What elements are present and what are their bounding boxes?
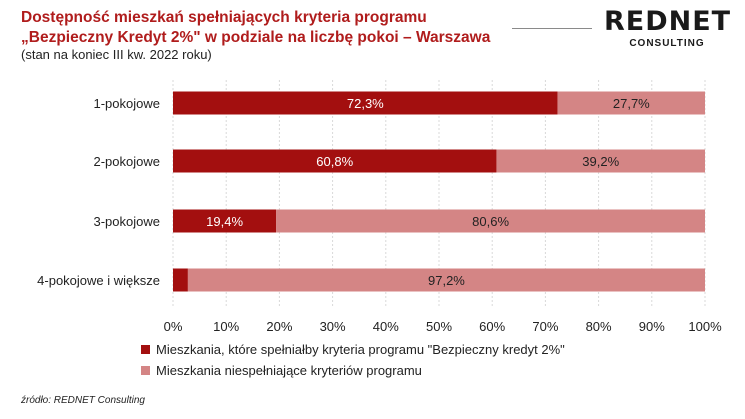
- x-tick-label-7: 70%: [532, 319, 558, 334]
- bar-s1-2: [173, 209, 277, 233]
- logo-wordmark: REDNET: [604, 6, 732, 37]
- data-label-s2-2: 80,6%: [472, 214, 509, 229]
- x-tick-label-8: 80%: [586, 319, 612, 334]
- data-label-s2-1: 39,2%: [582, 154, 619, 169]
- x-tick-label-10: 100%: [688, 319, 722, 334]
- chart-title: Dostępność mieszkań spełniających kryter…: [21, 9, 491, 46]
- bar-s2-2: [276, 209, 705, 233]
- data-label-s1-2: 19,4%: [206, 214, 243, 229]
- category-label-1: 2-pokojowe: [94, 154, 161, 169]
- chart-legend: Mieszkania, które spełniałby kryteria pr…: [141, 339, 565, 381]
- logo-subtext: CONSULTING: [629, 38, 705, 49]
- legend-entry-series-1: Mieszkania, które spełniałby kryteria pr…: [141, 339, 565, 360]
- legend-label-series-2: Mieszkania niespełniające kryteriów prog…: [156, 363, 422, 378]
- company-logo: REDNET CONSULTING: [604, 6, 732, 50]
- bar-s2-1: [496, 149, 705, 173]
- chart-subtitle: (stan na koniec III kw. 2022 roku): [21, 47, 212, 62]
- x-tick-label-0: 0%: [164, 319, 183, 334]
- category-label-3: 4-pokojowe i większe: [37, 273, 160, 288]
- title-divider: [512, 28, 592, 29]
- legend-label-series-1: Mieszkania, które spełniałby kryteria pr…: [156, 342, 565, 357]
- x-tick-label-4: 40%: [373, 319, 399, 334]
- category-label-0: 1-pokojowe: [94, 96, 161, 111]
- bar-s1-1: [173, 149, 497, 173]
- legend-swatch-series-1: [141, 345, 150, 354]
- data-label-s1-1: 60,8%: [316, 154, 353, 169]
- bar-s1-3: [173, 268, 188, 292]
- data-label-s2-0: 27,7%: [613, 96, 650, 111]
- data-label-s2-3: 97,2%: [428, 273, 465, 288]
- x-tick-label-3: 30%: [320, 319, 346, 334]
- bar-s1-0: [173, 91, 558, 115]
- legend-entry-series-2: Mieszkania niespełniające kryteriów prog…: [141, 360, 565, 381]
- x-tick-label-1: 10%: [213, 319, 239, 334]
- category-label-2: 3-pokojowe: [94, 214, 161, 229]
- legend-swatch-series-2: [141, 366, 150, 375]
- bar-s2-0: [557, 91, 705, 115]
- x-tick-label-5: 50%: [426, 319, 452, 334]
- bar-s2-3: [187, 268, 705, 292]
- x-tick-label-2: 20%: [266, 319, 292, 334]
- x-tick-label-6: 60%: [479, 319, 505, 334]
- x-tick-label-9: 90%: [639, 319, 665, 334]
- data-label-s1-0: 72,3%: [347, 96, 384, 111]
- source-note: źródło: REDNET Consulting: [21, 395, 145, 406]
